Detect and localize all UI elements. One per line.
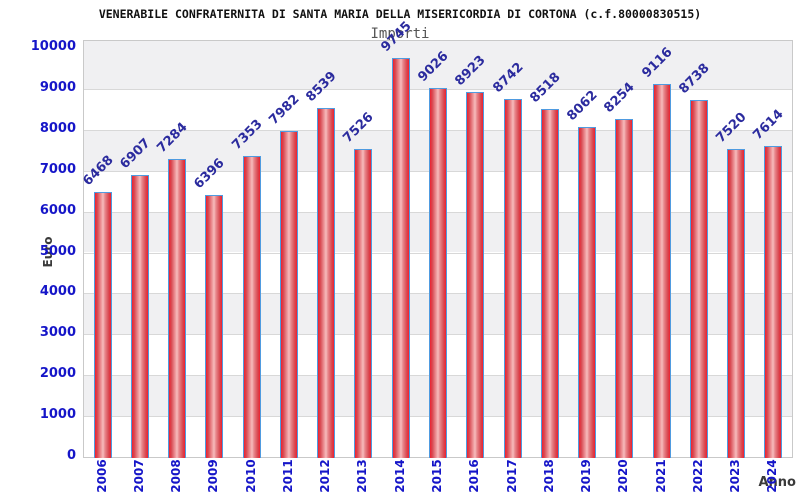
y-tick-label: 3000 — [39, 325, 76, 341]
bar-2010 — [242, 156, 261, 458]
x-tick-label: 2019 — [579, 459, 594, 493]
bar-2017 — [503, 99, 522, 458]
x-tick-label: 2024 — [765, 459, 780, 493]
y-tick-label: 6000 — [39, 202, 76, 218]
x-tick-label: 2010 — [243, 459, 258, 493]
bar-2008 — [168, 159, 187, 458]
x-tick-label: 2023 — [728, 459, 743, 493]
chart-title: VENERABILE CONFRATERNITA DI SANTA MARIA … — [98, 7, 702, 21]
y-tick-label: 4000 — [39, 284, 76, 300]
bar-2023 — [727, 149, 746, 458]
bar-2020 — [615, 119, 634, 458]
x-tick-label: 2011 — [280, 459, 295, 493]
plot-band — [84, 41, 792, 89]
x-tick-label: 2008 — [169, 459, 184, 493]
y-tick-label: 9000 — [39, 79, 76, 95]
x-tick-label: 2015 — [430, 459, 444, 493]
y-tick-label: 7000 — [39, 161, 76, 177]
plot-area: 6468 6907 7284 6396 7353 7982 8539 7526 9745 9026… — [80, 19, 793, 458]
y-tick-label: 0 — [66, 448, 76, 463]
bar-2009 — [205, 195, 224, 458]
chart-subtitle: Importi — [370, 26, 430, 42]
bar-2006 — [93, 192, 112, 458]
x-tick-label: 2020 — [616, 459, 631, 493]
x-tick-label: 2013 — [355, 459, 370, 493]
y-tick-label: 8000 — [39, 120, 76, 136]
x-tick-label: 2007 — [131, 459, 146, 493]
x-tick-label: 2006 — [94, 459, 109, 493]
bar-2007 — [130, 174, 149, 458]
bar-2024 — [764, 145, 783, 458]
x-tick-label: 2014 — [392, 459, 407, 493]
y-tick-label: 10000 — [30, 39, 76, 54]
bar-2019 — [578, 127, 597, 458]
y-tick-label: 2000 — [39, 366, 76, 382]
bar-2018 — [540, 108, 559, 458]
x-tick-label: 2009 — [206, 459, 221, 493]
y-tick-label: 5000 — [39, 243, 76, 259]
bar-2012 — [317, 107, 336, 458]
x-tick-label: 2012 — [318, 459, 333, 493]
bar-2015 — [429, 87, 447, 458]
y-tick-label: 1000 — [39, 407, 76, 423]
bar-2013 — [354, 149, 373, 458]
x-axis-title: Anno — [758, 475, 796, 490]
x-tick-label: 2018 — [541, 459, 556, 493]
x-tick-label: 2022 — [690, 459, 705, 493]
bar-2011 — [279, 130, 298, 458]
x-tick-label: 2017 — [504, 459, 519, 493]
bar-2021 — [652, 84, 671, 458]
x-tick-label: 2016 — [467, 459, 482, 493]
bar-2022 — [689, 99, 708, 458]
bar-2014 — [391, 58, 410, 458]
bar-2016 — [466, 92, 485, 458]
x-tick-label: 2021 — [653, 459, 668, 493]
